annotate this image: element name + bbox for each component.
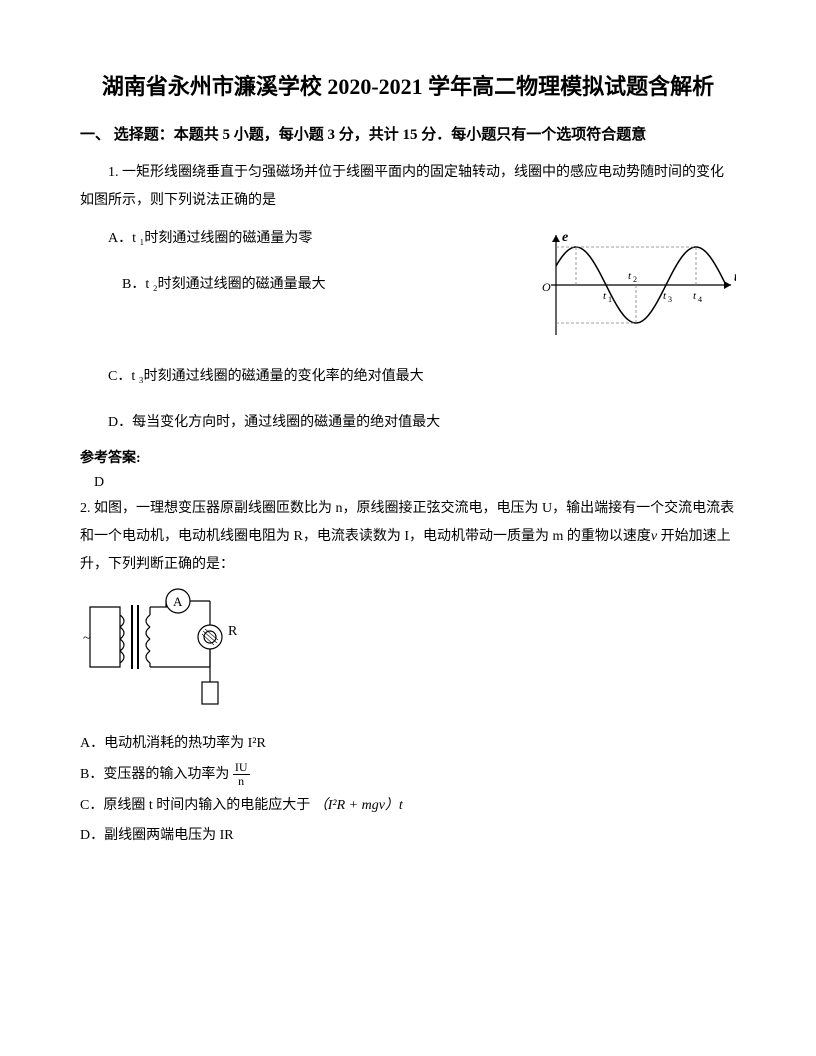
page-title: 湖南省永州市濂溪学校 2020-2021 学年高二物理模拟试题含解析 xyxy=(80,70,736,103)
section-header: 一、 选择题：本题共 5 小题，每小题 3 分，共计 15 分．每小题只有一个选… xyxy=(80,123,736,147)
q1-option-b: B．t ₂时刻通过线圈的磁通量最大 xyxy=(108,271,536,299)
q2-option-d: D．副线圈两端电压为 IR xyxy=(80,821,736,852)
q1-option-d: D．每当变化方向时，通过线圈的磁通量的绝对值最大 xyxy=(80,409,736,437)
q2-circuit-diagram: ~ A R xyxy=(80,587,260,717)
svg-text:t: t xyxy=(663,290,667,302)
svg-text:A: A xyxy=(173,594,183,609)
svg-text:t: t xyxy=(734,270,736,285)
svg-text:e: e xyxy=(562,230,568,245)
q2-option-b: B．变压器的输入功率为 IUn xyxy=(80,760,736,791)
q1-stem: 1. 一矩形线圈绕垂直于匀强磁场并位于线圈平面内的固定轴转动，线圈中的感应电动势… xyxy=(80,159,736,215)
svg-text:1: 1 xyxy=(608,295,612,304)
q1-option-c: C．t ₃时刻通过线圈的磁通量的变化率的绝对值最大 xyxy=(80,363,736,391)
q2-option-a: A．电动机消耗的热功率为 I²R xyxy=(80,729,736,760)
svg-text:~: ~ xyxy=(83,631,91,646)
svg-text:R: R xyxy=(228,624,238,639)
q2-stem: 2. 如图，一理想变压器原副线圈匝数比为 n，原线圈接正弦交流电，电压为 U，输… xyxy=(80,495,736,579)
svg-text:t: t xyxy=(693,290,697,302)
q1-answer: D xyxy=(80,475,736,491)
q1-answer-label: 参考答案: xyxy=(80,447,736,467)
svg-text:O: O xyxy=(542,280,551,294)
svg-text:3: 3 xyxy=(668,295,672,304)
svg-text:2: 2 xyxy=(633,275,637,284)
svg-text:t: t xyxy=(603,290,607,302)
q1-sine-chart: t1t2t3t4etO xyxy=(536,225,736,345)
q1-option-a: A．t ₁时刻通过线圈的磁通量为零 xyxy=(108,225,536,253)
svg-text:t: t xyxy=(628,270,632,282)
svg-text:4: 4 xyxy=(698,295,702,304)
q2-option-c: C．原线圈 t 时间内输入的电能应大于 （I²R + mgv）t xyxy=(80,791,736,822)
